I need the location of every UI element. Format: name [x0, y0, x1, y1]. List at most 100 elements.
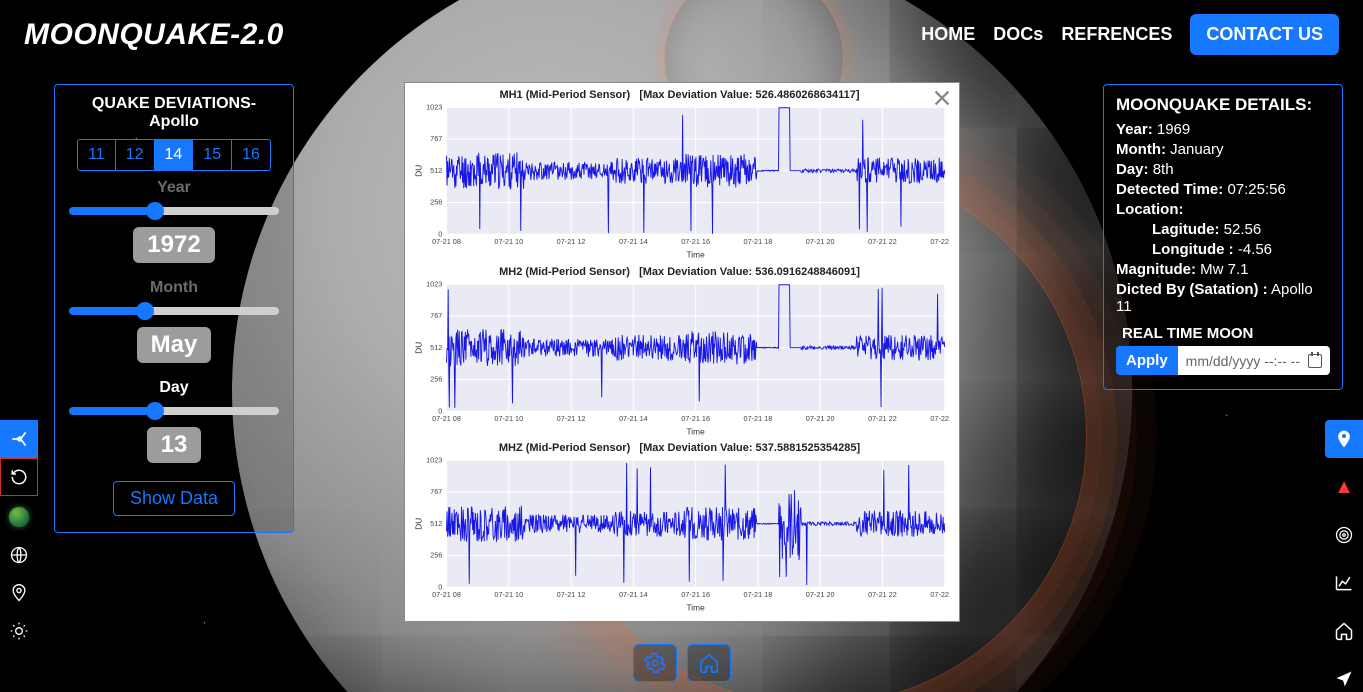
apollo-tabbar: 1112141516 — [77, 139, 271, 171]
moonquake-details-panel: MOONQUAKE DETAILS: Year: 1969 Month: Jan… — [1103, 84, 1343, 390]
svg-text:07-21 22: 07-21 22 — [868, 590, 897, 599]
chart-line-icon[interactable] — [1325, 564, 1363, 602]
svg-text:767: 767 — [430, 134, 442, 143]
apollo-tab-15[interactable]: 15 — [193, 140, 232, 170]
plot-title: MHZ (Mid-Period Sensor) [Max Deviation V… — [409, 440, 951, 454]
earth-icon[interactable] — [0, 498, 38, 536]
home-button[interactable] — [687, 644, 731, 682]
svg-text:256: 256 — [430, 551, 442, 560]
nav-docs[interactable]: DOCs — [993, 24, 1043, 45]
svg-text:07-21 16: 07-21 16 — [681, 413, 710, 422]
realtime-label: REAL TIME MOON — [1122, 325, 1330, 342]
nav-refs[interactable]: REFRENCES — [1061, 24, 1172, 45]
location-key: Location: — [1116, 201, 1184, 218]
lat-key: Lagitude: — [1152, 221, 1220, 238]
svg-text:07-21 12: 07-21 12 — [556, 413, 585, 422]
refresh-icon[interactable] — [0, 458, 38, 496]
share-icon[interactable] — [0, 420, 38, 458]
day-slider[interactable] — [69, 407, 279, 415]
nav-home[interactable]: HOME — [921, 24, 975, 45]
left-rail — [0, 420, 38, 650]
svg-text:256: 256 — [430, 374, 442, 383]
svg-text:07-22 00: 07-22 00 — [930, 237, 951, 246]
time-key: Detected Time: — [1116, 181, 1223, 198]
lon-val: -4.56 — [1238, 241, 1272, 258]
settings-button[interactable] — [633, 644, 677, 682]
month-slider[interactable] — [69, 307, 279, 315]
svg-text:07-21 20: 07-21 20 — [805, 237, 834, 246]
sun-icon[interactable] — [0, 612, 38, 650]
svg-text:07-21 12: 07-21 12 — [556, 237, 585, 246]
year-slider[interactable] — [69, 207, 279, 215]
svg-text:07-21 18: 07-21 18 — [743, 590, 772, 599]
svg-text:07-21 18: 07-21 18 — [743, 237, 772, 246]
day-value: 13 — [147, 427, 202, 463]
seismogram-modal: MH1 (Mid-Period Sensor) [Max Deviation V… — [404, 82, 960, 622]
apollo-tab-11[interactable]: 11 — [78, 140, 116, 170]
apollo-tab-12[interactable]: 12 — [116, 140, 155, 170]
day-label: Day — [69, 379, 279, 397]
warning-icon[interactable]: ▲ — [1325, 468, 1363, 506]
svg-text:Time: Time — [686, 249, 705, 259]
mag-key: Magnitude: — [1116, 261, 1196, 278]
apply-button[interactable]: Apply — [1116, 346, 1178, 375]
svg-text:07-21 14: 07-21 14 — [618, 413, 647, 422]
svg-text:DU: DU — [413, 518, 423, 530]
svg-text:512: 512 — [430, 166, 442, 175]
lat-val: 52.56 — [1224, 221, 1262, 238]
seismogram-panel: MH1 (Mid-Period Sensor) [Max Deviation V… — [409, 87, 951, 262]
target-icon[interactable] — [1325, 516, 1363, 554]
month-value: May — [137, 327, 212, 363]
month-key: Month: — [1116, 141, 1166, 158]
show-data-button[interactable]: Show Data — [113, 481, 235, 516]
svg-text:07-21 14: 07-21 14 — [618, 590, 647, 599]
day-key: Day: — [1116, 161, 1149, 178]
apollo-tab-16[interactable]: 16 — [232, 140, 270, 170]
svg-text:767: 767 — [430, 488, 442, 497]
svg-text:07-21 08: 07-21 08 — [432, 237, 461, 246]
station-key: Dicted By (Satation) : — [1116, 281, 1268, 298]
datetime-input[interactable]: mm/dd/yyyy --:-- -- — [1178, 346, 1330, 375]
panel-left-title: QUAKE DEVIATIONS-Apollo — [69, 95, 279, 131]
person-pin-icon[interactable] — [1325, 420, 1363, 458]
header: MOONQUAKE-2.0 HOME DOCs REFRENCES CONTAC… — [0, 0, 1363, 69]
month-val: January — [1170, 141, 1223, 158]
year-key: Year: — [1116, 121, 1153, 138]
day-val: 8th — [1153, 161, 1174, 178]
quake-deviations-panel: QUAKE DEVIATIONS-Apollo 1112141516 Year … — [54, 84, 294, 533]
nav: HOME DOCs REFRENCES CONTACT US — [921, 14, 1339, 55]
cursor-icon[interactable] — [1325, 660, 1363, 692]
pin-icon[interactable] — [0, 574, 38, 612]
svg-text:07-21 18: 07-21 18 — [743, 413, 772, 422]
svg-text:07-21 14: 07-21 14 — [618, 237, 647, 246]
details-title: MOONQUAKE DETAILS: — [1116, 95, 1330, 115]
svg-text:07-21 08: 07-21 08 — [432, 590, 461, 599]
year-label: Year — [69, 179, 279, 197]
year-value: 1972 — [133, 227, 214, 263]
app-logo: MOONQUAKE-2.0 — [24, 18, 284, 52]
svg-text:767: 767 — [430, 311, 442, 320]
svg-text:1023: 1023 — [426, 456, 442, 465]
plot-title: MH1 (Mid-Period Sensor) [Max Deviation V… — [409, 87, 951, 101]
svg-text:07-21 10: 07-21 10 — [494, 413, 523, 422]
svg-text:DU: DU — [413, 165, 423, 177]
svg-text:07-22 00: 07-22 00 — [930, 413, 951, 422]
svg-text:07-21 22: 07-21 22 — [868, 237, 897, 246]
svg-text:07-21 16: 07-21 16 — [681, 590, 710, 599]
seismogram-panel: MHZ (Mid-Period Sensor) [Max Deviation V… — [409, 440, 951, 615]
svg-text:512: 512 — [430, 519, 442, 528]
month-label: Month — [69, 279, 279, 297]
lon-key: Longitude : — [1152, 241, 1234, 258]
svg-text:Time: Time — [686, 426, 705, 436]
apollo-tab-14[interactable]: 14 — [155, 140, 194, 170]
svg-text:07-21 10: 07-21 10 — [494, 237, 523, 246]
svg-text:Time: Time — [686, 603, 705, 613]
plot-title: MH2 (Mid-Period Sensor) [Max Deviation V… — [409, 264, 951, 278]
svg-text:07-21 20: 07-21 20 — [805, 413, 834, 422]
globe-icon[interactable] — [0, 536, 38, 574]
contact-button[interactable]: CONTACT US — [1190, 14, 1339, 55]
svg-text:256: 256 — [430, 198, 442, 207]
mag-val: Mw 7.1 — [1200, 261, 1248, 278]
home-icon[interactable] — [1325, 612, 1363, 650]
svg-text:07-21 12: 07-21 12 — [556, 590, 585, 599]
